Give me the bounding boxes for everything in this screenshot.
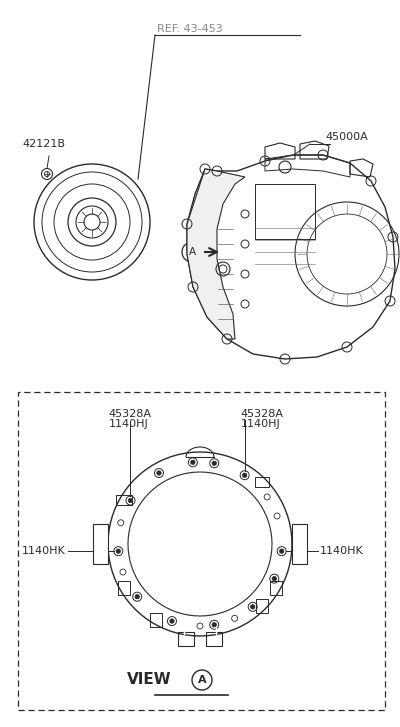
Circle shape bbox=[157, 471, 161, 475]
Text: 1140HK: 1140HK bbox=[22, 546, 66, 556]
Circle shape bbox=[272, 577, 276, 581]
Bar bbox=[255, 477, 269, 487]
Polygon shape bbox=[187, 155, 395, 359]
Text: A: A bbox=[188, 247, 196, 257]
Text: 1140HJ: 1140HJ bbox=[241, 419, 280, 429]
Circle shape bbox=[116, 549, 120, 553]
Bar bbox=[150, 613, 162, 627]
Polygon shape bbox=[187, 169, 245, 339]
Text: 45000A: 45000A bbox=[325, 132, 368, 142]
Circle shape bbox=[170, 619, 174, 623]
Circle shape bbox=[280, 549, 284, 553]
Text: 45328A: 45328A bbox=[108, 409, 152, 419]
Text: 1140HK: 1140HK bbox=[320, 546, 364, 556]
Text: 45328A: 45328A bbox=[241, 409, 284, 419]
Text: 42121B: 42121B bbox=[22, 139, 65, 149]
Text: 1140HJ: 1140HJ bbox=[108, 419, 148, 429]
Circle shape bbox=[250, 605, 255, 609]
Bar bbox=[118, 581, 130, 595]
Circle shape bbox=[128, 498, 133, 503]
Circle shape bbox=[212, 461, 216, 465]
Circle shape bbox=[135, 595, 139, 599]
Polygon shape bbox=[93, 524, 108, 564]
Circle shape bbox=[191, 460, 195, 465]
Circle shape bbox=[212, 622, 216, 627]
Text: REF. 43-453: REF. 43-453 bbox=[157, 24, 223, 34]
Bar bbox=[256, 599, 268, 614]
Bar bbox=[255, 184, 315, 239]
Text: VIEW: VIEW bbox=[127, 672, 172, 688]
Polygon shape bbox=[292, 524, 307, 564]
Bar bbox=[270, 581, 282, 595]
Text: A: A bbox=[198, 675, 206, 685]
Bar bbox=[116, 495, 132, 505]
Circle shape bbox=[242, 473, 247, 478]
